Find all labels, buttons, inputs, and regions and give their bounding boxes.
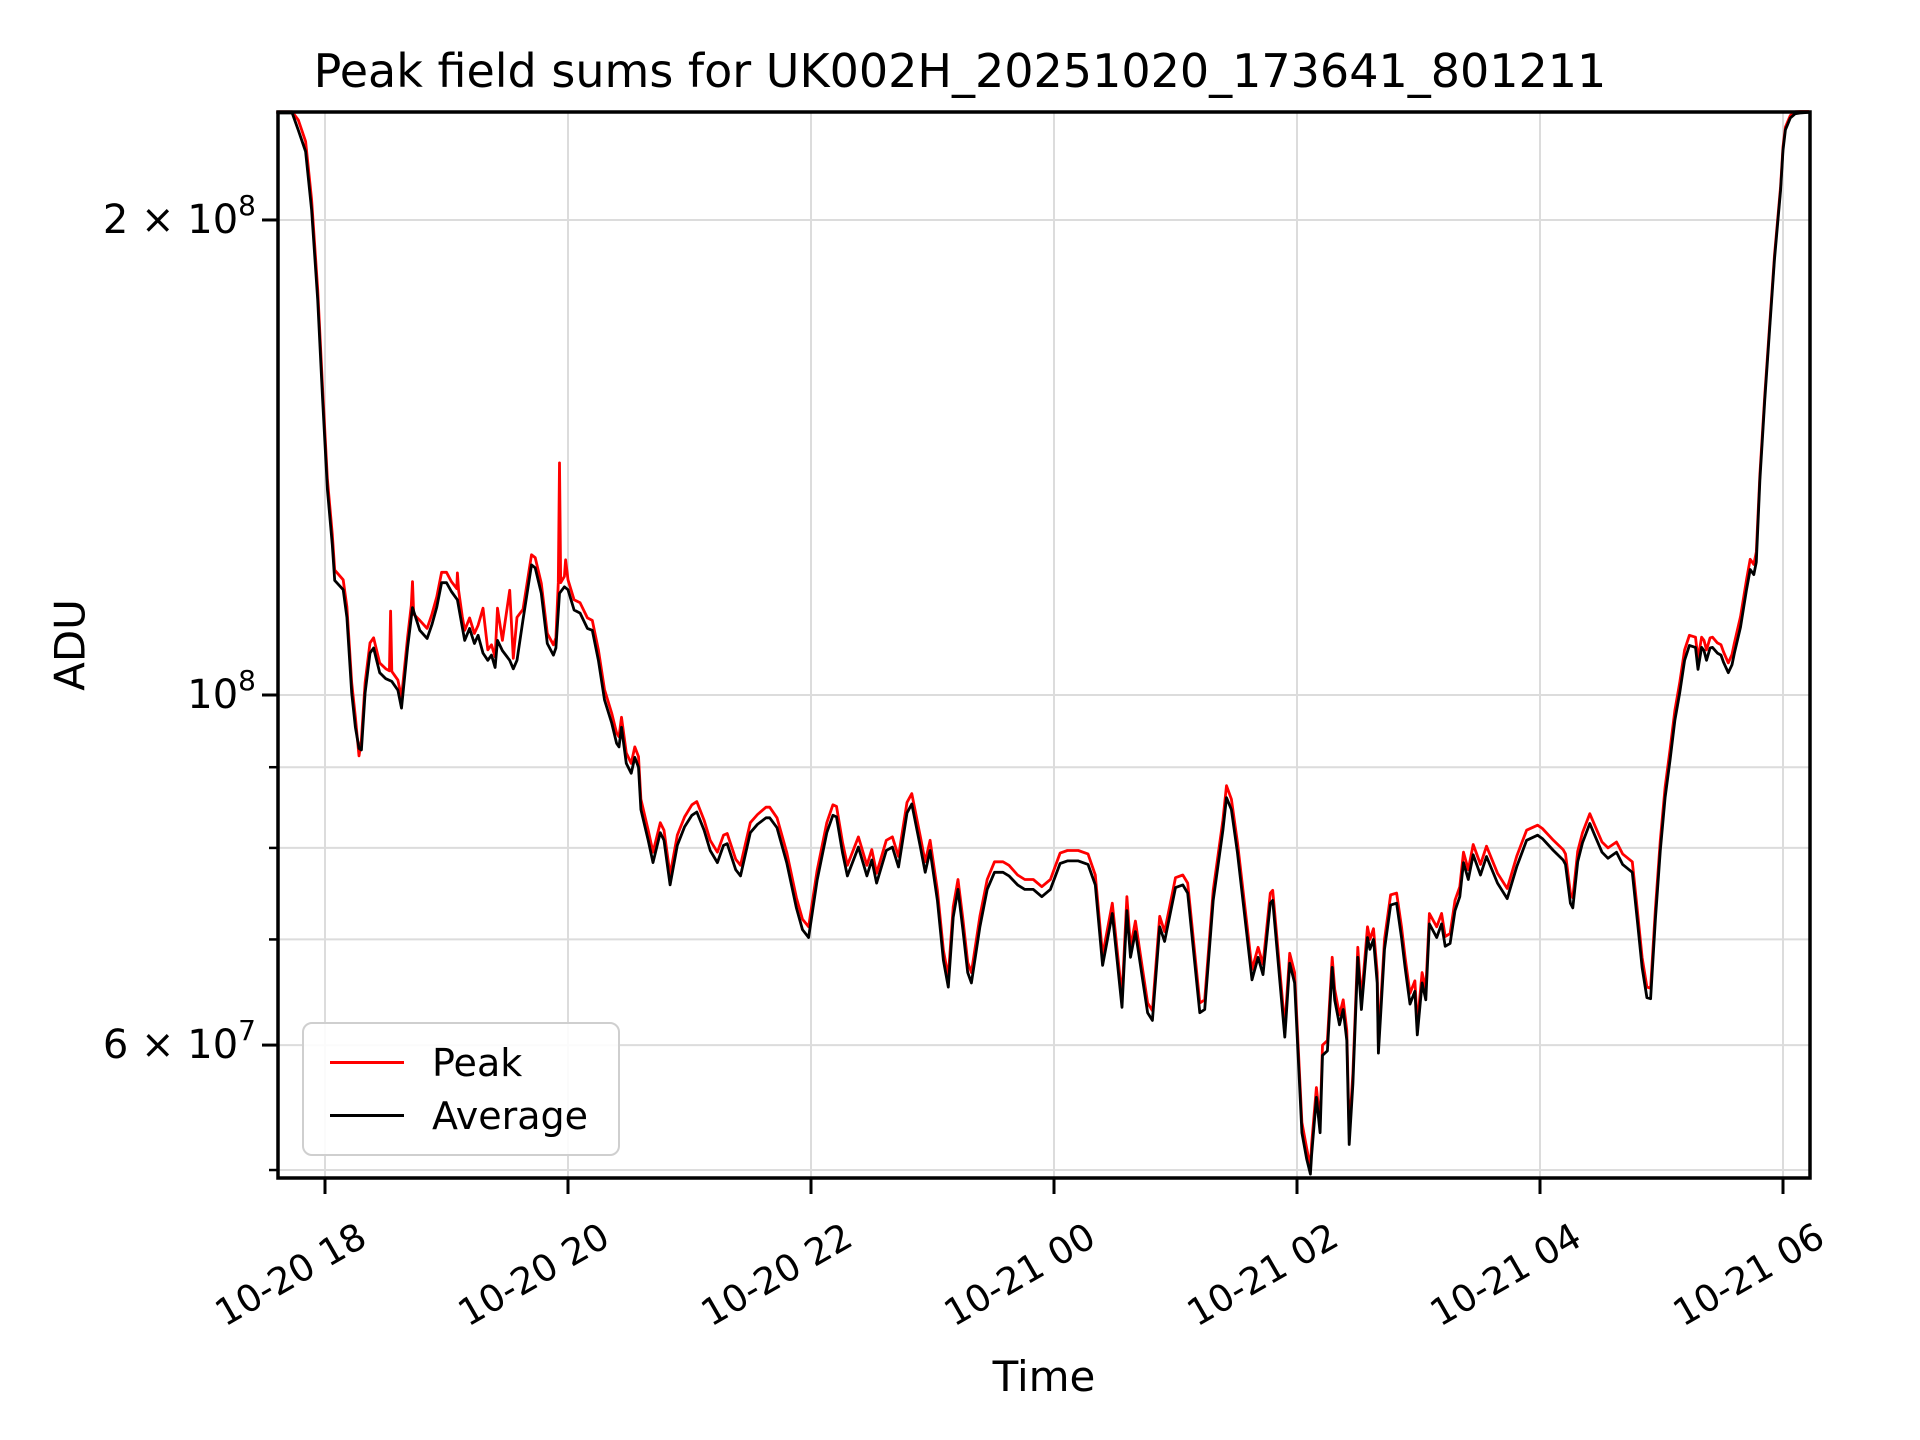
peak-line-swatch bbox=[330, 1060, 404, 1065]
y-axis-label: ADU bbox=[45, 599, 95, 691]
legend-entry-average: Average bbox=[330, 1097, 592, 1135]
y-tick-label: 6 × 107 bbox=[103, 1014, 256, 1068]
x-tick-label: 10-20 18 bbox=[208, 1215, 374, 1335]
x-tick-label: 10-20 22 bbox=[694, 1215, 860, 1335]
gridlines bbox=[278, 112, 1810, 1178]
x-tick-label: 10-21 00 bbox=[937, 1215, 1103, 1335]
legend-label-peak: Peak bbox=[432, 1040, 523, 1085]
x-tick-labels: 10-20 18 10-20 20 10-20 22 10-21 00 10-21 02… bbox=[208, 1215, 1832, 1335]
axes-spine bbox=[276, 110, 1812, 1180]
y-tick-label: 108 bbox=[187, 664, 256, 718]
legend-entry-peak: Peak bbox=[330, 1044, 592, 1082]
x-tick-label: 10-20 20 bbox=[451, 1215, 617, 1335]
x-axis-label: Time bbox=[992, 1352, 1096, 1401]
series-line-peak bbox=[276, 110, 1810, 1169]
y-tick-label: 2 × 108 bbox=[103, 189, 256, 243]
axis-ticks bbox=[262, 218, 1785, 1194]
x-tick-label: 10-21 06 bbox=[1666, 1215, 1832, 1335]
data-series bbox=[276, 110, 1810, 1176]
y-tick-labels: 2 × 108 108 6 × 107 bbox=[103, 189, 256, 1068]
legend: Peak Average bbox=[302, 1022, 620, 1156]
chart-title: Peak field sums for UK002H_20251020_1736… bbox=[313, 44, 1607, 98]
average-line-swatch bbox=[330, 1113, 404, 1118]
x-tick-label: 10-21 02 bbox=[1180, 1215, 1346, 1335]
x-tick-label: 10-21 04 bbox=[1423, 1215, 1589, 1335]
legend-label-average: Average bbox=[432, 1093, 589, 1138]
series-line-average bbox=[276, 111, 1810, 1176]
